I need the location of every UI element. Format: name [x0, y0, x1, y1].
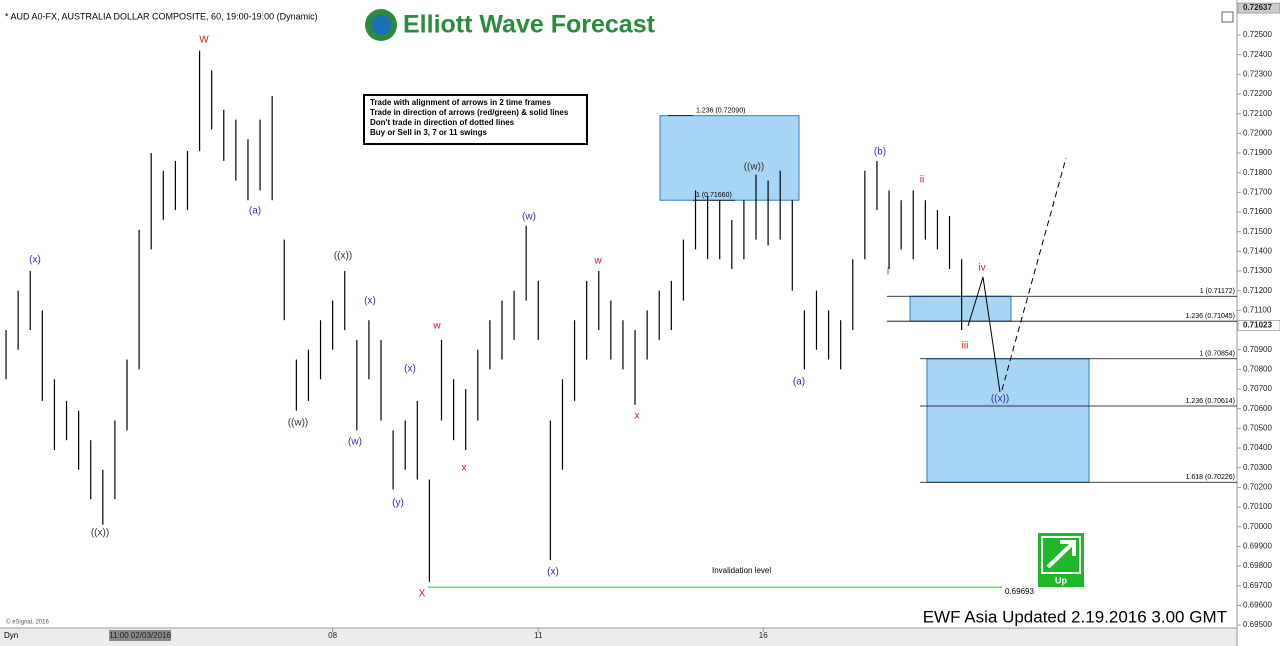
y-tick-label: 0.72400 — [1243, 50, 1272, 59]
y-tick-label: 0.70100 — [1243, 502, 1272, 511]
footer: EWF Asia Updated 2.19.2016 3.00 GMT — [923, 607, 1227, 626]
wave-label: ((x)) — [334, 251, 352, 262]
fib-label: 1 (0.70854) — [1199, 351, 1235, 358]
chart-header: * AUD A0-FX, AUSTRALIA DOLLAR COMPOSITE,… — [5, 11, 318, 21]
wave-label: i — [887, 267, 889, 278]
y-tick-label: 0.72000 — [1243, 128, 1272, 137]
signal-arrow — [1046, 540, 1076, 569]
y-tick-label: 0.72300 — [1243, 69, 1272, 78]
wave-label: (a) — [793, 377, 805, 388]
y-tick-label: 0.71900 — [1243, 148, 1272, 157]
y-tick-label: 0.71800 — [1243, 168, 1272, 177]
logo-text: Elliott Wave Forecast — [403, 11, 656, 39]
y-tick-label: 0.71500 — [1243, 227, 1272, 236]
y-tick-label: 0.70700 — [1243, 384, 1272, 393]
fib-label: 1 (0.71172) — [1200, 288, 1235, 295]
y-tick-label: 0.70600 — [1243, 404, 1272, 413]
wave-label: x — [635, 411, 640, 422]
wave-label: (b) — [874, 147, 886, 158]
wave-label: (x) — [29, 255, 41, 266]
target-box — [909, 295, 1012, 322]
y-tick-label: 0.71700 — [1243, 187, 1272, 196]
y-tick-label: 0.72500 — [1243, 30, 1272, 39]
wave-label: X — [419, 589, 426, 600]
settings-icon[interactable] — [1221, 11, 1234, 23]
fib-label: 1.236 (0.71045) — [1186, 313, 1235, 320]
y-tick-label: 0.71600 — [1243, 207, 1272, 216]
rule: Buy or Sell in 3, 7 or 11 swings — [370, 128, 487, 137]
signal-icon: Up — [1038, 533, 1084, 587]
wave-label: iv — [978, 263, 985, 274]
y-tick-label: 0.71200 — [1243, 286, 1272, 295]
wave-label: ((w)) — [744, 162, 765, 173]
wave-label: (x) — [364, 296, 376, 307]
wave-label: W — [199, 35, 209, 46]
fib-label: 1.618 (0.70226) — [1186, 474, 1235, 481]
y-tick-label: 0.70900 — [1243, 345, 1272, 354]
y-tick-label: 0.69500 — [1243, 620, 1272, 629]
wave-label: ((x)) — [991, 394, 1009, 405]
crosshair-tag — [109, 630, 172, 641]
corner-label: Dyn — [4, 631, 18, 640]
logo-icon — [371, 15, 391, 35]
price-tag — [1237, 2, 1280, 14]
projection-solid — [967, 276, 1001, 393]
fib-label: 1.236 (0.70614) — [1186, 398, 1235, 405]
wave-label: (w) — [348, 437, 362, 448]
y-tick-label: 0.70500 — [1243, 424, 1272, 433]
signal-text: Up — [1055, 575, 1067, 585]
wave-label: (y) — [392, 498, 404, 509]
rule: Don't trade in direction of dotted lines — [370, 118, 515, 127]
rule: Trade with alignment of arrows in 2 time… — [370, 98, 551, 107]
wave-label: (x) — [404, 364, 416, 375]
y-tick-label: 0.69600 — [1243, 601, 1272, 610]
y-tick-label: 0.71400 — [1243, 246, 1272, 255]
target-box — [659, 115, 800, 201]
price-tag-label: 0.71023 — [1243, 321, 1272, 330]
rules-box — [363, 94, 588, 145]
x-tick-label: 16 — [759, 631, 768, 640]
wave-label: iii — [962, 341, 969, 352]
projection-dashed — [1001, 157, 1067, 391]
logo: Elliott Wave Forecast — [358, 4, 684, 46]
wave-label: ((x)) — [91, 528, 109, 539]
y-tick-label: 0.71300 — [1243, 266, 1272, 275]
y-tick-label: 0.70000 — [1243, 522, 1272, 531]
y-tick-label: 0.69700 — [1243, 581, 1272, 590]
wave-label: ((w)) — [288, 418, 309, 429]
wave-label: (w) — [522, 212, 536, 223]
signal-frame — [1041, 536, 1081, 574]
y-tick-label: 0.70400 — [1243, 443, 1272, 452]
invalidation-text: Invalidation level — [712, 566, 771, 575]
price-tag-label: 0.72637 — [1243, 3, 1272, 12]
y-tick-label: 0.70800 — [1243, 364, 1272, 373]
y-tick-label: 0.72200 — [1243, 89, 1272, 98]
x-axis-strip — [0, 628, 1237, 646]
wave-label: (x) — [547, 567, 559, 578]
y-tick-label: 0.70200 — [1243, 483, 1272, 492]
logo-box — [358, 4, 684, 46]
y-tick-label: 0.72100 — [1243, 109, 1272, 118]
y-tick-label: 0.71100 — [1243, 305, 1272, 314]
wave-label: x — [462, 463, 467, 474]
wave-label: w — [432, 321, 441, 332]
target-box — [926, 358, 1090, 483]
wave-label: w — [593, 256, 602, 267]
copyright: © eSignal, 2016 — [6, 619, 49, 626]
price-tag — [1237, 320, 1280, 331]
x-tick-label: 11 — [534, 631, 543, 640]
wave-label: ii — [920, 175, 924, 186]
y-tick-label: 0.69900 — [1243, 542, 1272, 551]
rule: Trade in direction of arrows (red/green)… — [370, 108, 569, 117]
fib-label: 1.236 (0.72090) — [696, 107, 745, 114]
wave-label: (a) — [249, 206, 261, 217]
x-tick-label: 08 — [328, 631, 337, 640]
crosshair-label: 11:00 02/03/2016 — [109, 631, 171, 640]
y-tick-label: 0.69800 — [1243, 561, 1272, 570]
invalidation-value: 0.69693 — [1005, 587, 1034, 596]
fib-label: 1 (0.71660) — [696, 192, 732, 199]
y-tick-label: 0.70300 — [1243, 463, 1272, 472]
